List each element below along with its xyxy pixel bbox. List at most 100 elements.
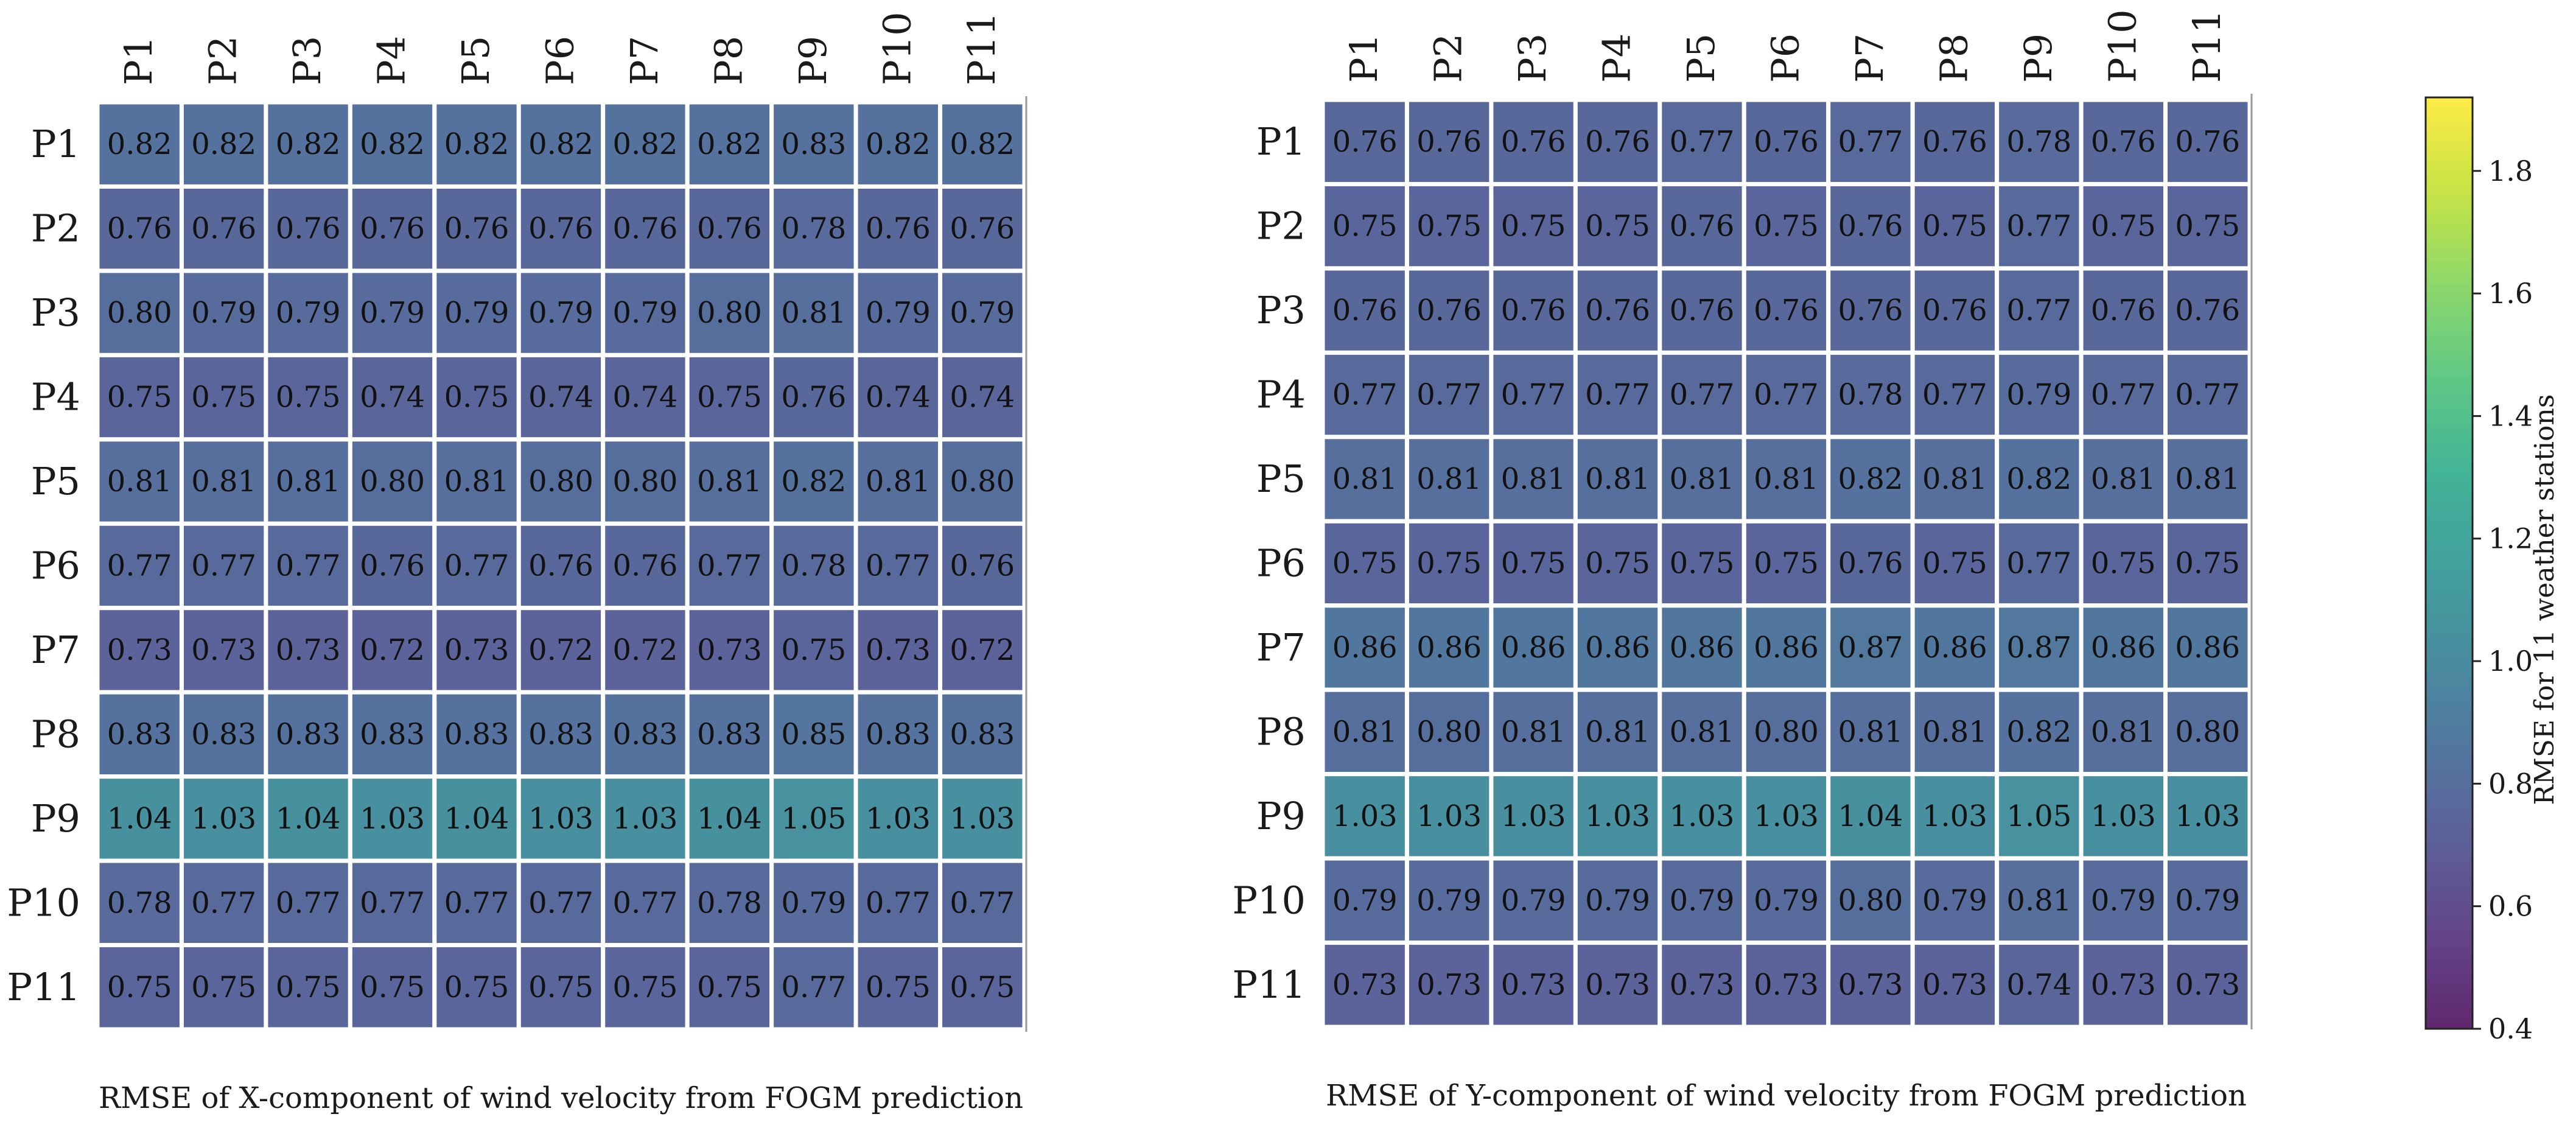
- cell-value-label: 1.04: [107, 802, 172, 836]
- heatmap-cell: [769, 858, 858, 948]
- cell-value-label: 0.81: [1670, 462, 1735, 496]
- cell-value-label: 0.81: [1585, 462, 1650, 496]
- colorbar-segment: [2426, 691, 2473, 698]
- y-tick-label: P10: [1232, 878, 1306, 922]
- heatmap-cell: [1489, 687, 1578, 777]
- colorbar-segment: [2426, 359, 2473, 366]
- colorbar-segment: [2426, 936, 2473, 942]
- heatmap-cell: [1910, 856, 2000, 945]
- colorbar-tick-label: 1.8: [2488, 155, 2533, 187]
- cell-value-label: 0.76: [950, 212, 1015, 246]
- cell-value-label: 0.81: [2006, 883, 2071, 917]
- cell-value-label: 0.74: [613, 380, 678, 415]
- y-tick-label: P5: [31, 459, 80, 503]
- heatmap-cell: [1489, 97, 1578, 186]
- heatmap-cell: [1320, 181, 1409, 271]
- colorbar-segment: [2426, 912, 2473, 919]
- cell-value-label: 0.77: [2006, 547, 2071, 581]
- heatmap-cell: [1995, 941, 2084, 1029]
- cell-value-label: 0.77: [1416, 378, 1482, 412]
- colorbar-segment: [2426, 650, 2473, 657]
- cell-value-label: 0.75: [528, 970, 593, 1004]
- colorbar-segment: [2426, 348, 2473, 354]
- cell-value-label: 0.80: [950, 464, 1015, 499]
- heatmap-cell: [1404, 941, 1494, 1029]
- colorbar-tick-label: 1.2: [2488, 522, 2533, 555]
- cell-value-label: 0.76: [1585, 125, 1650, 159]
- colorbar-segment: [2426, 528, 2473, 535]
- colorbar-segment: [2426, 871, 2473, 878]
- cell-value-label: 0.75: [697, 380, 762, 415]
- cell-value-label: 0.75: [1416, 547, 1482, 581]
- heatmap-cell: [2079, 97, 2168, 186]
- heatmap-cell: [1995, 266, 2084, 355]
- cell-value-label: 0.76: [107, 212, 172, 246]
- cell-value-label: 0.74: [360, 380, 425, 415]
- colorbar-segment: [2426, 260, 2473, 267]
- cell-value-label: 1.03: [866, 802, 931, 836]
- colorbar-segment: [2426, 621, 2473, 628]
- cell-value-label: 0.83: [613, 717, 678, 751]
- heatmap-cell: [938, 268, 1027, 357]
- cell-value-label: 0.76: [1754, 125, 1819, 159]
- heatmap-cell: [601, 606, 690, 695]
- cell-value-label: 0.76: [528, 549, 593, 583]
- cell-value-label: 0.79: [1922, 883, 1987, 917]
- colorbar-segment: [2426, 749, 2473, 756]
- cell-value-label: 1.03: [2091, 799, 2156, 833]
- colorbar-segment: [2426, 458, 2473, 465]
- colorbar-segment: [2426, 569, 2473, 576]
- heatmap-cell: [432, 858, 521, 948]
- cell-value-label: 0.76: [1670, 209, 1735, 243]
- heatmap-cell: [769, 521, 858, 611]
- colorbar-segment: [2426, 312, 2473, 320]
- colorbar-segment: [2426, 470, 2473, 477]
- cell-value-label: 0.79: [950, 296, 1015, 330]
- heatmap-cell: [1489, 181, 1578, 271]
- cell-value-label: 0.76: [2175, 293, 2240, 328]
- cell-value-label: 1.05: [781, 802, 846, 836]
- colorbar-segment: [2426, 388, 2473, 395]
- heatmap-cell: [1404, 181, 1494, 271]
- heatmap-cell: [432, 690, 521, 779]
- cell-value-label: 0.73: [1754, 968, 1819, 1002]
- cell-value-label: 0.77: [1585, 378, 1650, 412]
- y-tick-label: P4: [1256, 373, 1306, 417]
- x-tick-label: P10: [875, 12, 919, 85]
- cell-value-label: 0.75: [2091, 547, 2156, 581]
- cell-value-label: 0.72: [528, 633, 593, 667]
- cell-value-label: 0.87: [2006, 631, 2071, 665]
- heatmap-cell: [1657, 519, 1746, 608]
- cell-value-label: 0.78: [1838, 378, 1903, 412]
- colorbar-segment: [2426, 394, 2473, 401]
- cell-value-label: 1.04: [697, 802, 762, 836]
- cell-value-label: 0.82: [1838, 462, 1903, 496]
- heatmap-cell: [938, 943, 1027, 1032]
- y-tick-label: P1: [31, 122, 80, 166]
- colorbar-segment: [2426, 429, 2473, 436]
- colorbar-segment: [2426, 790, 2473, 797]
- colorbar-segment: [2426, 726, 2473, 733]
- cell-value-label: 0.77: [2006, 293, 2071, 328]
- colorbar-segment: [2426, 1017, 2473, 1024]
- cell-value-label: 0.76: [2175, 125, 2240, 159]
- cell-value-label: 1.05: [2006, 799, 2071, 833]
- heatmap-cell: [1995, 97, 2084, 186]
- cell-value-label: 0.76: [360, 212, 425, 246]
- y-tick-label: P3: [31, 290, 80, 335]
- colorbar-segment: [2426, 1000, 2473, 1006]
- y-tick-label: P10: [7, 880, 80, 925]
- colorbar-segment: [2426, 417, 2473, 424]
- colorbar-segment: [2426, 819, 2473, 826]
- heatmap-cell: [2163, 603, 2252, 692]
- x-tick-label: P3: [285, 36, 329, 85]
- cell-value-label: 0.86: [2175, 631, 2240, 665]
- y-tick-label: P11: [7, 965, 80, 1009]
- cell-value-label: 0.86: [1754, 631, 1819, 665]
- x-tick-label: P9: [791, 36, 835, 85]
- heatmap-cell: [2163, 181, 2252, 271]
- heatmap-cell: [2079, 435, 2168, 524]
- cell-value-label: 1.04: [1838, 799, 1903, 833]
- cell-value-label: 0.82: [444, 127, 509, 161]
- colorbar-tick-label: 1.6: [2488, 277, 2533, 310]
